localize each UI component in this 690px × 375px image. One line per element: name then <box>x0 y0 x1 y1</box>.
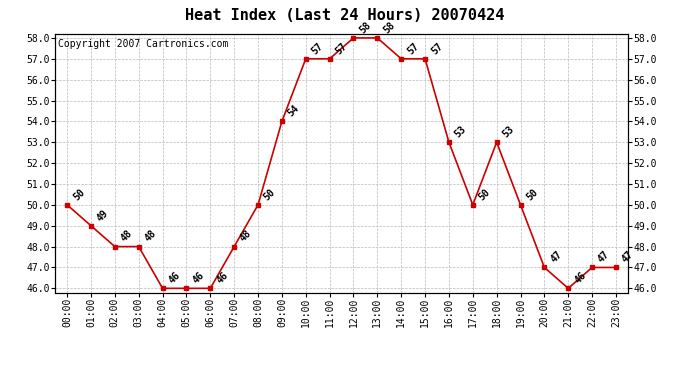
Text: Heat Index (Last 24 Hours) 20070424: Heat Index (Last 24 Hours) 20070424 <box>186 8 504 22</box>
Text: 57: 57 <box>429 40 444 56</box>
Text: 50: 50 <box>262 187 277 202</box>
Text: 49: 49 <box>95 208 110 223</box>
Text: 57: 57 <box>334 40 349 56</box>
Text: 57: 57 <box>405 40 421 56</box>
Text: 58: 58 <box>357 20 373 35</box>
Text: 54: 54 <box>286 103 302 118</box>
Text: 46: 46 <box>573 270 588 285</box>
Text: 53: 53 <box>501 124 516 140</box>
Text: 50: 50 <box>477 187 493 202</box>
Text: 46: 46 <box>167 270 182 285</box>
Text: 48: 48 <box>119 228 135 244</box>
Text: 46: 46 <box>215 270 230 285</box>
Text: 58: 58 <box>382 20 397 35</box>
Text: 57: 57 <box>310 40 325 56</box>
Text: 48: 48 <box>143 228 158 244</box>
Text: 48: 48 <box>238 228 254 244</box>
Text: Copyright 2007 Cartronics.com: Copyright 2007 Cartronics.com <box>58 39 228 49</box>
Text: 53: 53 <box>453 124 469 140</box>
Text: 47: 47 <box>596 249 611 265</box>
Text: 47: 47 <box>549 249 564 265</box>
Text: 50: 50 <box>524 187 540 202</box>
Text: 50: 50 <box>71 187 87 202</box>
Text: 46: 46 <box>190 270 206 285</box>
Text: 47: 47 <box>620 249 635 265</box>
